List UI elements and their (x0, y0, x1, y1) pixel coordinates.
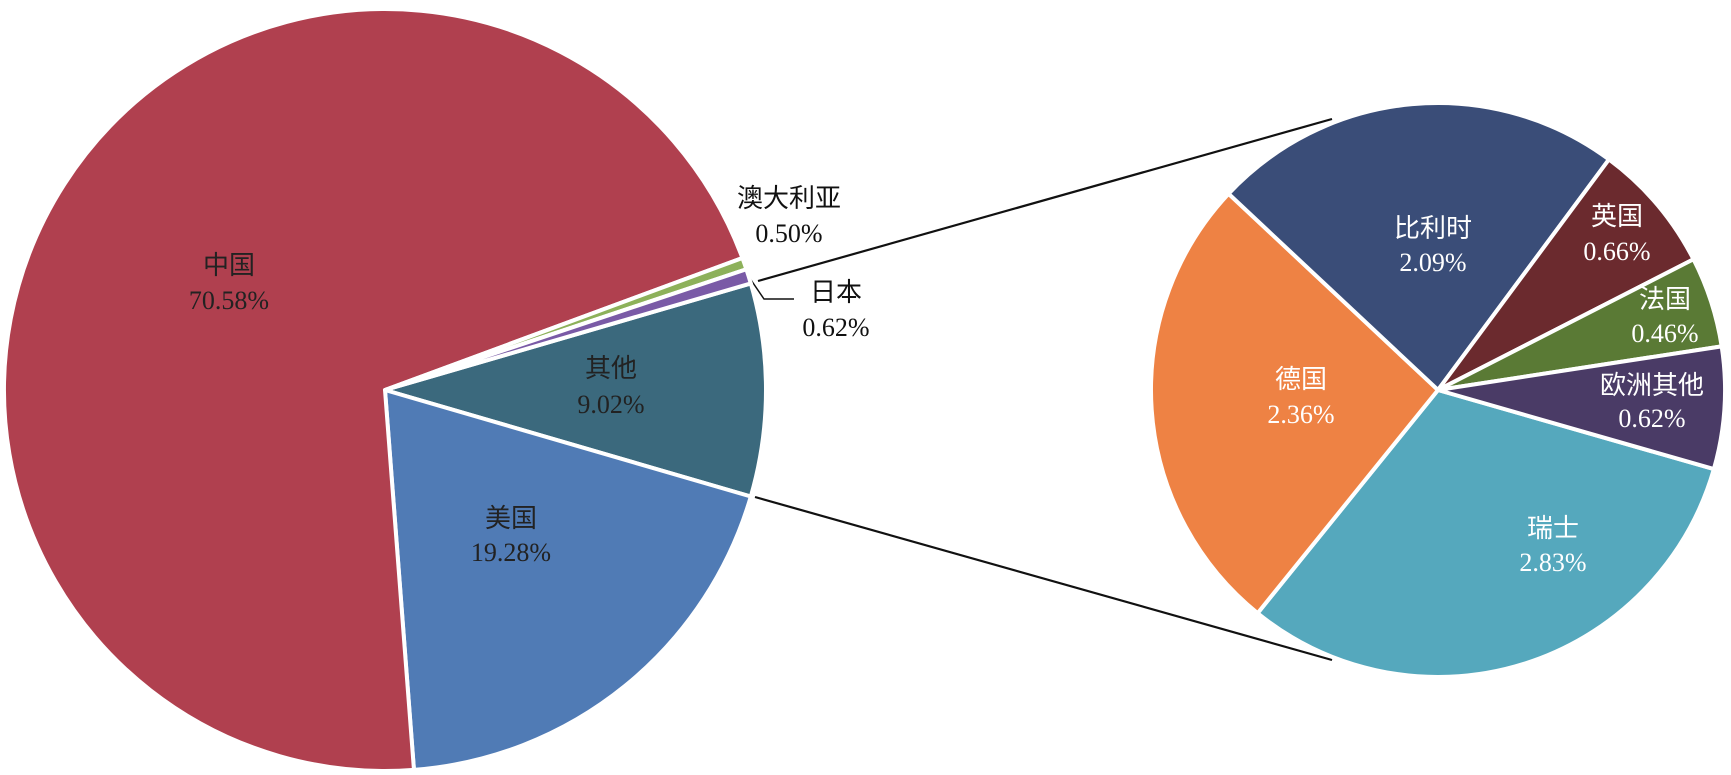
value-label: 2.83% (1519, 548, 1586, 577)
pie-slice (383, 281, 769, 499)
value-label: 9.02% (577, 390, 644, 419)
value-label: 0.66% (1583, 237, 1650, 266)
slice-label: 其他 (585, 354, 637, 383)
value-label: 0.46% (1631, 319, 1698, 348)
value-label: 2.09% (1399, 248, 1466, 277)
value-label: 0.50% (755, 219, 822, 248)
value-label: 19.28% (471, 538, 551, 567)
slice-label: 中国 (203, 251, 255, 280)
pie-slice (383, 267, 753, 392)
connector-line (757, 117, 1333, 283)
value-label: 0.62% (802, 313, 869, 342)
slice-label: 澳大利亚 (737, 184, 841, 213)
value-label: 2.36% (1267, 400, 1334, 429)
pie-slice (1436, 344, 1727, 472)
pie-slice (1436, 157, 1696, 392)
pie-slice (2, 7, 745, 773)
pie-slice (1255, 388, 1716, 679)
connector-line (754, 495, 1333, 662)
slice-label: 法国 (1639, 285, 1691, 314)
slice-label: 瑞士 (1527, 514, 1579, 543)
value-label: 70.58% (189, 286, 269, 315)
pie-slice (1149, 191, 1440, 616)
value-label: 0.62% (1618, 404, 1685, 433)
pie-slice (1226, 101, 1611, 392)
slice-label: 英国 (1591, 202, 1643, 231)
slice-label: 日本 (810, 278, 862, 307)
slice-label: 美国 (485, 504, 537, 533)
leader-line (748, 276, 794, 300)
slice-label: 欧洲其他 (1600, 371, 1704, 400)
slice-label: 德国 (1275, 365, 1327, 394)
pie-slice (383, 388, 753, 772)
slice-label: 比利时 (1394, 214, 1472, 243)
